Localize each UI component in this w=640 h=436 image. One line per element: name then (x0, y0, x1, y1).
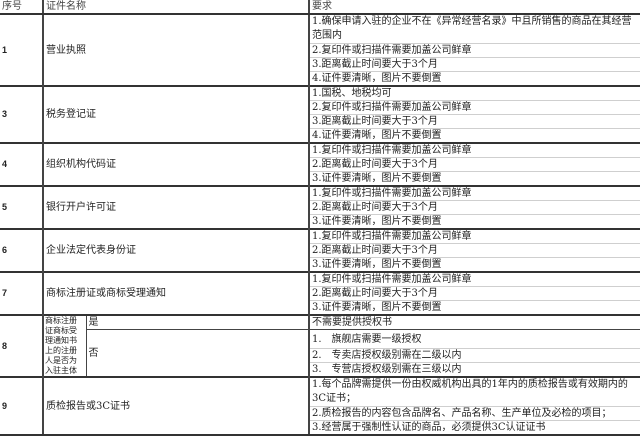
requirement: 2.距离截止时间要大于3个月 (309, 200, 640, 215)
requirement: 3.证件要清晰，图片不要倒置 (309, 257, 640, 273)
requirement: 1.复印件或扫描件需要加盖公司鲜章 (309, 142, 640, 158)
requirement: 3.证件要清晰，图片不要倒置 (309, 214, 640, 230)
table-row: 9 质检报告或3C证书 1.每个品牌需提供一份由权威机构出具的1年内的质检报告或… (0, 376, 640, 436)
requirement: 2.距离截止时间要大于3个月 (309, 286, 640, 301)
requirement: 1.每个品牌需提供一份由权威机构出具的1年内的质检报告或有效期内的3C证书； (309, 376, 640, 407)
requirement: 不需要提供授权书 (309, 314, 640, 330)
row-name: 质检报告或3C证书 (43, 376, 310, 436)
requirement: 4.证件要清晰，图片不要倒置 (309, 71, 640, 87)
requirement: 2.质检报告的内容包含品牌名、产品名称、生产单位及必检的项目； (309, 406, 640, 421)
requirement: 3.距离截止时间要大于3个月 (309, 57, 640, 72)
row-name: 银行开户许可证 (43, 185, 310, 229)
row-name: 税务登记证 (43, 85, 310, 143)
option-no: 否 (86, 329, 310, 377)
requirement: 1.复印件或扫描件需要加盖公司鲜章 (309, 271, 640, 287)
table-row: 1 营业执照 1.确保申请入驻的企业不在《异常经营名录》中且所销售的商品在其经营… (0, 13, 640, 86)
table-row: 3 税务登记证 1.国税、地税均可 (0, 85, 640, 143)
requirement: 4.证件要清晰，图片不要倒置 (309, 128, 640, 144)
row-name: 组织机构代码证 (43, 142, 310, 186)
requirement: 2.复印件或扫描件需要加盖公司鲜章 (309, 43, 640, 58)
table-header: 序号 证件名称 要求 (0, 0, 640, 15)
requirement: 2.距离截止时间要大于3个月 (309, 157, 640, 172)
table-row: 5 银行开户许可证 1.复印件或扫描件需要加盖公司鲜章 (0, 185, 640, 229)
row-name: 商标注册证商标受理通知书上的注册人是否为入驻主体 (43, 314, 87, 377)
requirement: 3.证件要清晰，图片不要倒置 (309, 171, 640, 187)
row-seq: 5 (0, 185, 44, 229)
row-seq: 8 (0, 314, 44, 377)
row-seq: 4 (0, 142, 44, 186)
requirement: 1. 旗舰店需要一级授权 (309, 329, 640, 349)
table-row: 7 商标注册证或商标受理通知 1.复印件或扫描件需要加盖公司鲜章 (0, 271, 640, 315)
requirement: 3.经营属于强制性认证的商品，必须提供3C认证证书 (309, 420, 640, 436)
header-name: 证件名称 (43, 0, 310, 15)
header-req: 要求 (309, 0, 640, 15)
table-row: 6 企业法定代表身份证 1.复印件或扫描件需要加盖公司鲜章 (0, 228, 640, 272)
row-name: 商标注册证或商标受理通知 (43, 271, 310, 315)
option-yes: 是 (86, 314, 310, 330)
requirement: 3. 专营店授权级别需在三级以内 (309, 362, 640, 378)
row-name: 企业法定代表身份证 (43, 228, 310, 272)
table-row: 4 组织机构代码证 1.复印件或扫描件需要加盖公司鲜章 (0, 142, 640, 186)
requirement: 1.确保申请入驻的企业不在《异常经营名录》中且所销售的商品在其经营范围内 (309, 13, 640, 44)
requirement: 2.复印件或扫描件需要加盖公司鲜章 (309, 100, 640, 115)
header-seq: 序号 (0, 0, 44, 15)
requirement: 1.复印件或扫描件需要加盖公司鲜章 (309, 185, 640, 201)
requirement: 2.距离截止时间要大于3个月 (309, 243, 640, 258)
row-seq: 3 (0, 85, 44, 143)
requirement: 3.证件要清晰，图片不要倒置 (309, 300, 640, 316)
requirement: 1.国税、地税均可 (309, 85, 640, 101)
requirement: 2. 专卖店授权级别需在二级以内 (309, 348, 640, 363)
row-seq: 1 (0, 13, 44, 86)
row-name: 营业执照 (43, 13, 310, 86)
row-seq: 6 (0, 228, 44, 272)
table-row: 8 商标注册证商标受理通知书上的注册人是否为入驻主体 是 不需要提供授权书 (0, 314, 640, 377)
row-seq: 7 (0, 271, 44, 315)
row-seq: 9 (0, 376, 44, 436)
requirement: 1.复印件或扫描件需要加盖公司鲜章 (309, 228, 640, 244)
requirement: 3.距离截止时间要大于3个月 (309, 114, 640, 129)
